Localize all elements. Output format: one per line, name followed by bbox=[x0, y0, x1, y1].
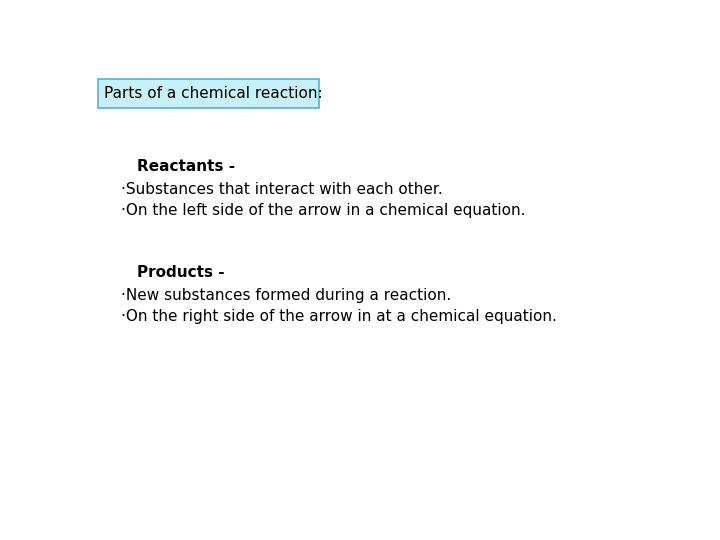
Text: ·On the right side of the arrow in at a chemical equation.: ·On the right side of the arrow in at a … bbox=[121, 309, 557, 324]
Text: Products -: Products - bbox=[138, 265, 225, 280]
Text: Parts of a chemical reaction:: Parts of a chemical reaction: bbox=[104, 86, 323, 101]
Text: ·New substances formed during a reaction.: ·New substances formed during a reaction… bbox=[121, 288, 451, 303]
Text: ·On the left side of the arrow in a chemical equation.: ·On the left side of the arrow in a chem… bbox=[121, 203, 525, 218]
Text: Reactants -: Reactants - bbox=[138, 159, 235, 174]
FancyBboxPatch shape bbox=[99, 78, 319, 109]
Text: ·Substances that interact with each other.: ·Substances that interact with each othe… bbox=[121, 182, 442, 197]
